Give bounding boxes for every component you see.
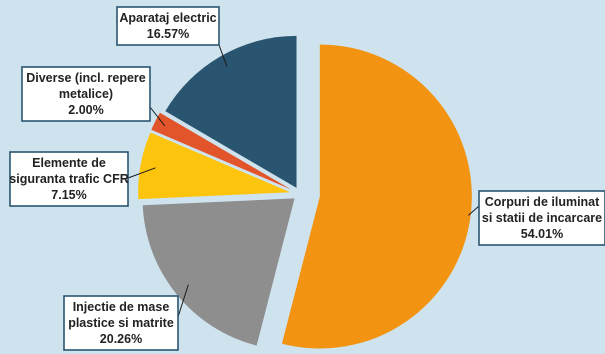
data-label-elemente-siguranta: Elemente de siguranta trafic CFR 7.15% [9,151,129,207]
data-label-category: Diverse (incl. repere [26,71,146,85]
data-label-value: 54.01% [521,227,563,241]
data-label-category: Aparataj electric [119,11,216,25]
pie-slice-injectie-mase-plastice [142,198,295,346]
data-label-injectie-mase-plastice: Injectie de mase plastice si matrite 20.26… [63,295,179,351]
data-label-value: 2.00% [68,103,103,117]
pie-slice-aparataj-electric [165,35,297,188]
data-label-category: si statii de incarcare [482,211,602,225]
data-label-diverse: Diverse (incl. repere metalice) 2.00% [21,66,151,122]
data-label-box [116,6,220,46]
leader-line-injectie-mase-plastice [177,284,189,318]
data-label-box [63,295,179,351]
callouts-layer: Corpuri de iluminat si statii de incarcar… [9,6,605,351]
data-label-box [478,190,605,246]
pie-slice-diverse [151,112,292,190]
leader-line-diverse [149,106,166,127]
leader-line-elemente-siguranta [127,167,156,179]
data-label-category: Elemente de [32,156,106,170]
slices-layer [138,35,472,349]
data-label-value: 16.57% [147,27,189,41]
leader-line-aparataj-electric [218,44,228,67]
data-label-box [9,151,129,207]
data-label-category: plastice si matrite [68,316,174,330]
data-label-category: metalice) [59,87,113,101]
data-label-category: Corpuri de iluminat [485,195,600,209]
data-label-category: Injectie de mase [73,300,170,314]
data-label-aparataj-electric: Aparataj electric 16.57% [116,6,220,46]
leader-lines-layer [127,44,480,318]
pie-slice-elemente-siguranta [138,132,291,200]
data-label-box [21,66,151,122]
data-label-value: 20.26% [100,332,142,346]
data-label-corpuri-iluminat: Corpuri de iluminat si statii de incarcar… [478,190,605,246]
data-label-value: 7.15% [51,188,86,202]
pie-slice-corpuri-iluminat [281,44,472,349]
leader-line-corpuri-iluminat [468,205,480,216]
data-label-category: siguranta trafic CFR [9,172,128,186]
